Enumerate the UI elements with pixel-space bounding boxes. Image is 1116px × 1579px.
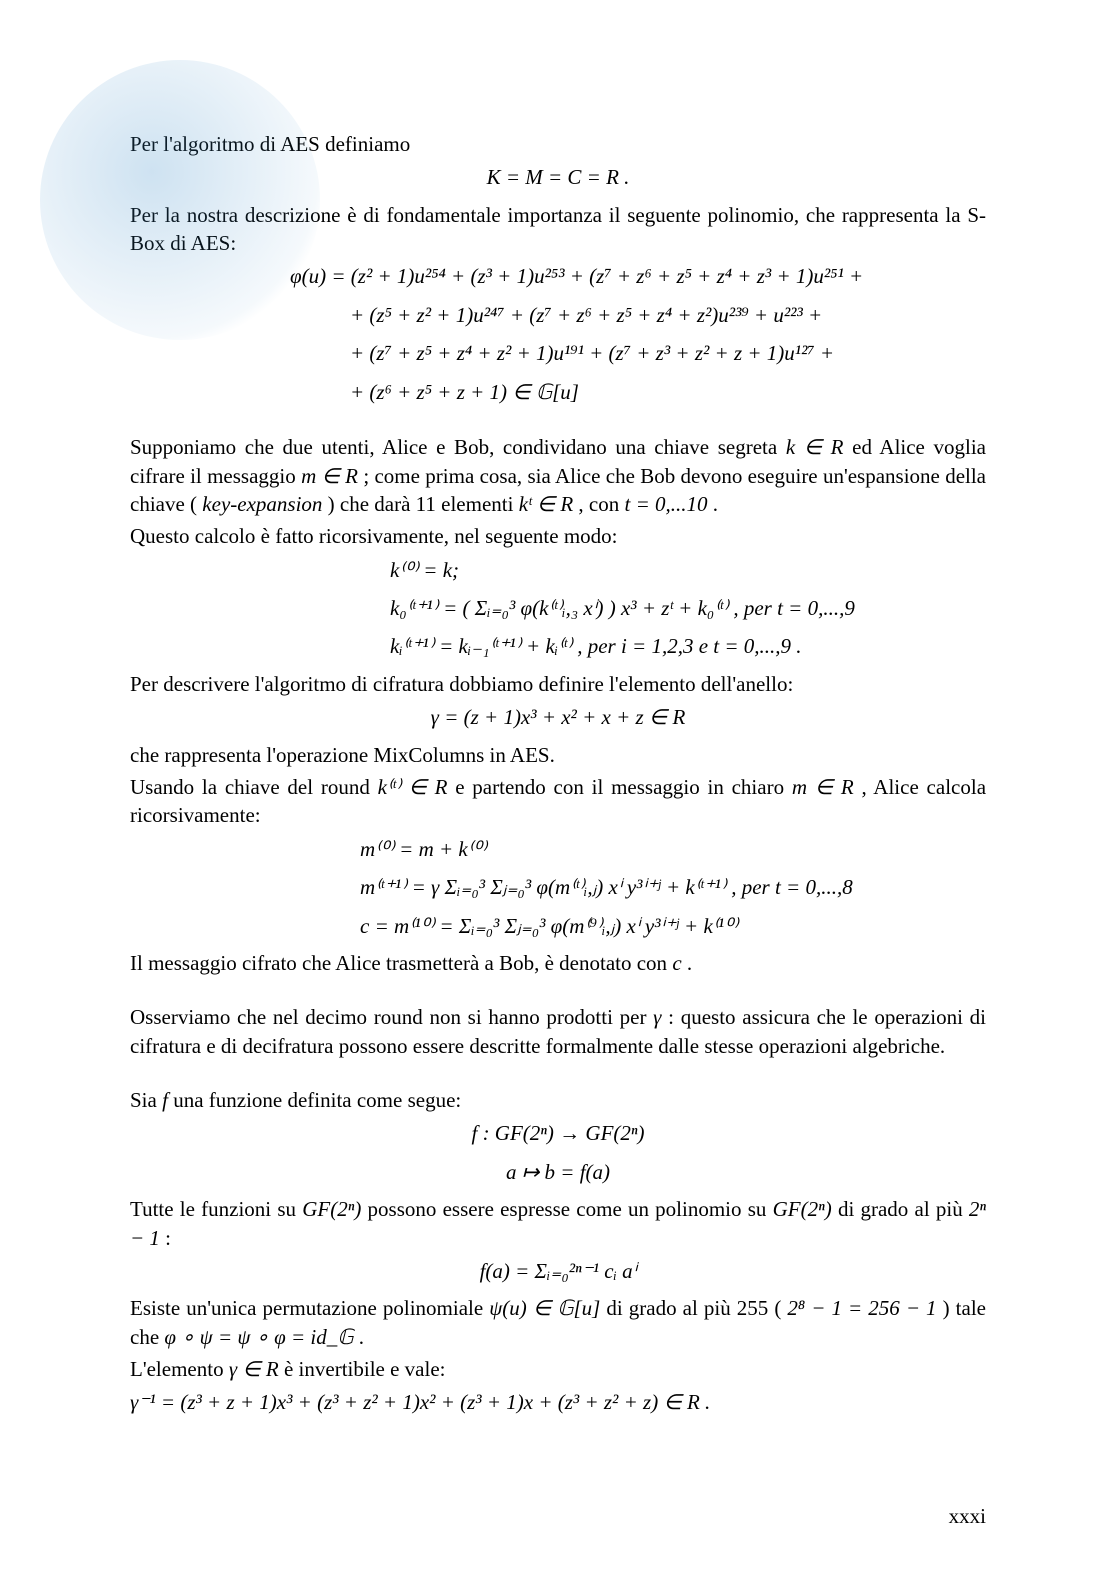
inline-kt: kᵗ ∈ R <box>519 492 573 516</box>
text-span: e partendo con il messaggio in chiaro <box>455 775 792 799</box>
text-span: Supponiamo che due utenti, Alice e Bob, … <box>130 435 786 459</box>
eq-gamma-inv: γ⁻¹ = (z³ + z + 1)x³ + (z³ + z² + 1)x² +… <box>130 1387 986 1417</box>
eq-phi-2: + (z⁵ + z² + 1)u²⁴⁷ + (z⁷ + z⁶ + z⁵ + z⁴… <box>130 300 986 330</box>
inline-keyexp: key-expansion <box>202 492 322 516</box>
inline-psi: ψ(u) ∈ 𝔾[u] <box>489 1296 600 1320</box>
inline-gf1: GF(2ⁿ) <box>302 1197 361 1221</box>
inline-trange: t = 0,...10 <box>625 492 708 516</box>
text-span: . <box>687 951 692 975</box>
inline-gamma: γ <box>653 1005 661 1029</box>
text-span: di grado al più 255 ( <box>606 1296 787 1320</box>
eq-mt1: m⁽ᵗ⁺¹⁾ = γ Σᵢ₌₀³ Σⱼ₌₀³ φ(m⁽ᵗ⁾ᵢ,ⱼ) xⁱ y³ⁱ… <box>130 872 986 902</box>
paragraph-gamma-def: Per descrivere l'algoritmo di cifratura … <box>130 670 986 698</box>
eq-k0t1: k₀⁽ᵗ⁺¹⁾ = ( Σᵢ₌₀³ φ(k⁽ᵗ⁾ᵢ,₃ xⁱ) ) x³ + z… <box>130 593 986 623</box>
paragraph-round10: Osserviamo che nel decimo round non si h… <box>130 1003 986 1060</box>
page-number: xxxi <box>949 1504 986 1529</box>
paragraph-keyshare: Supponiamo che due utenti, Alice e Bob, … <box>130 433 986 518</box>
page-content: Per l'algoritmo di AES definiamo K = M =… <box>0 0 1116 1579</box>
paragraph-fdef: Sia f una funzione definita come segue: <box>130 1086 986 1114</box>
text-span: Osserviamo che nel decimo round non si h… <box>130 1005 653 1029</box>
eq-m0: m⁽⁰⁾ = m + k⁽⁰⁾ <box>130 834 986 864</box>
text-span: ) che darà 11 elementi <box>328 492 519 516</box>
text-span: . <box>713 492 718 516</box>
inline-m: m ∈ R <box>301 464 358 488</box>
inline-gf2: GF(2ⁿ) <box>773 1197 832 1221</box>
eq-fmap1: f : GF(2ⁿ) → GF(2ⁿ) <box>130 1118 986 1148</box>
text-span: L'elemento <box>130 1357 229 1381</box>
eq-fmap2: a ↦ b = f(a) <box>130 1157 986 1187</box>
paragraph-intro: Per l'algoritmo di AES definiamo <box>130 130 986 158</box>
inline-f: f <box>162 1088 168 1112</box>
text-span: . <box>359 1325 364 1349</box>
eq-fa: f(a) = Σᵢ₌₀²ⁿ⁻¹ cᵢ aⁱ <box>130 1256 986 1286</box>
paragraph-roundkey: Usando la chiave del round k⁽ᵗ⁾ ∈ R e pa… <box>130 773 986 830</box>
eq-c: c = m⁽¹⁰⁾ = Σᵢ₌₀³ Σⱼ₌₀³ φ(m⁽⁹⁾ᵢ,ⱼ) xⁱ y³… <box>130 911 986 941</box>
text-span: Usando la chiave del round <box>130 775 378 799</box>
eq-phi-4: + (z⁶ + z⁵ + z + 1) ∈ 𝔾[u] <box>130 377 986 407</box>
text-span: Sia <box>130 1088 162 1112</box>
eq-gamma: γ = (z + 1)x³ + x² + x + z ∈ R <box>130 702 986 732</box>
text-span: Esiste un'unica permutazione polinomiale <box>130 1296 489 1320</box>
paragraph-mixcolumns: che rappresenta l'operazione MixColumns … <box>130 741 986 769</box>
text-span: : <box>165 1226 171 1250</box>
paragraph-poly: Tutte le funzioni su GF(2ⁿ) possono esse… <box>130 1195 986 1252</box>
paragraph-ciphertext: Il messaggio cifrato che Alice trasmette… <box>130 949 986 977</box>
text-span: Tutte le funzioni su <box>130 1197 302 1221</box>
text-span: è invertibile e vale: <box>284 1357 446 1381</box>
inline-calc: 2⁸ − 1 = 256 − 1 <box>787 1296 936 1320</box>
text-span: di grado al più <box>838 1197 969 1221</box>
eq-kit1: kᵢ⁽ᵗ⁺¹⁾ = kᵢ₋₁⁽ᵗ⁺¹⁾ + kᵢ⁽ᵗ⁾ , per i = 1,… <box>130 631 986 661</box>
paragraph-recursive: Questo calcolo è fatto ricorsivamente, n… <box>130 522 986 550</box>
eq-kmc: K = M = C = R . <box>130 162 986 192</box>
text-span: una funzione definita come segue: <box>173 1088 461 1112</box>
eq-phi-3: + (z⁷ + z⁵ + z⁴ + z² + 1)u¹⁹¹ + (z⁷ + z³… <box>130 338 986 368</box>
text-span: , con <box>578 492 624 516</box>
inline-kt2: k⁽ᵗ⁾ ∈ R <box>378 775 448 799</box>
inline-gammaR: γ ∈ R <box>229 1357 279 1381</box>
paragraph-gamma-inv: L'elemento γ ∈ R è invertibile e vale: <box>130 1355 986 1383</box>
paragraph-perm: Esiste un'unica permutazione polinomiale… <box>130 1294 986 1351</box>
text-span: possono essere espresse come un polinomi… <box>368 1197 773 1221</box>
inline-comp: φ ∘ ψ = ψ ∘ φ = id_𝔾 <box>164 1325 353 1349</box>
eq-k0: k⁽⁰⁾ = k; <box>130 555 986 585</box>
inline-k: k ∈ R <box>786 435 844 459</box>
eq-phi-1: φ(u) = (z² + 1)u²⁵⁴ + (z³ + 1)u²⁵³ + (z⁷… <box>130 261 986 291</box>
text-span: Il messaggio cifrato che Alice trasmette… <box>130 951 672 975</box>
paragraph-sbox: Per la nostra descrizione è di fondament… <box>130 201 986 258</box>
inline-c: c <box>672 951 681 975</box>
inline-m2: m ∈ R <box>792 775 854 799</box>
